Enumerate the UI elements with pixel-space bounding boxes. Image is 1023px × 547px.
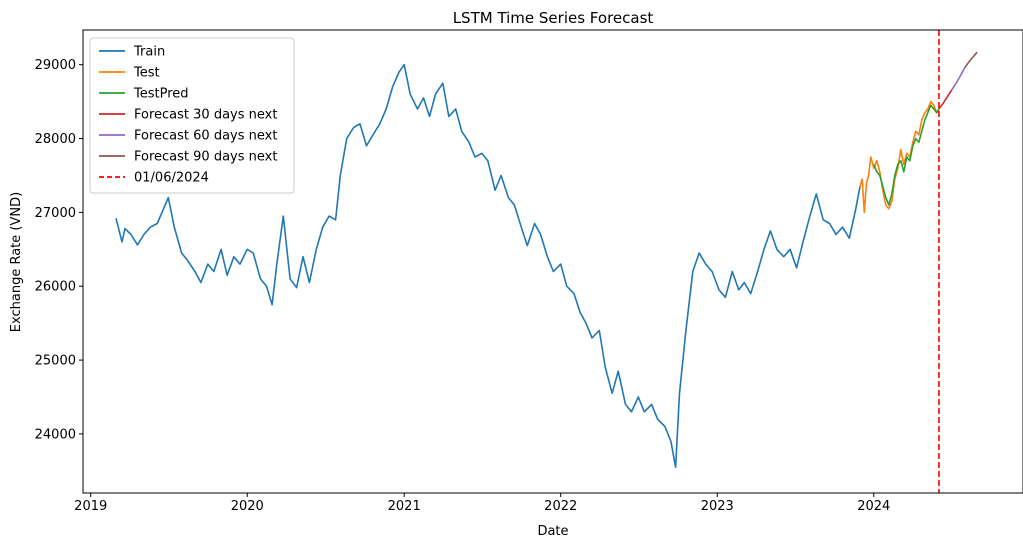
series-line-2	[873, 104, 940, 206]
series-layer	[115, 30, 978, 493]
series-line-0	[115, 63, 861, 469]
x-axis-label: Date	[537, 524, 568, 539]
y-tick-label-1: 25000	[35, 354, 76, 369]
x-axis: 2019 2020 2021 2022 2023 2024	[74, 493, 890, 514]
legend-box	[89, 37, 295, 194]
legend: Train Test TestPred Forecast 30 days next Fo…	[89, 37, 295, 194]
series-line-5	[964, 51, 978, 69]
x-tick-label-3: 2022	[544, 499, 577, 514]
y-axis: 24000 25000 26000 27000 28000 29000	[35, 58, 83, 442]
y-tick-label-4: 28000	[35, 132, 76, 147]
legend-label-0: Train	[133, 45, 165, 60]
chart-title: LSTM Time Series Forecast	[453, 9, 654, 27]
y-tick-label-3: 27000	[35, 206, 76, 221]
y-tick-label-0: 24000	[35, 427, 76, 442]
x-tick-label-1: 2020	[231, 499, 264, 514]
x-tick-label-2: 2021	[388, 499, 421, 514]
series-line-3	[938, 89, 953, 110]
y-tick-label-2: 26000	[35, 280, 76, 295]
plot-frame	[82, 29, 1023, 494]
series-line-4	[951, 67, 966, 91]
legend-label-1: Test	[133, 66, 160, 81]
x-tick-label-4: 2023	[701, 499, 734, 514]
legend-label-3: Forecast 30 days next	[134, 108, 277, 123]
legend-label-2: TestPred	[133, 87, 189, 102]
legend-label-6: 01/06/2024	[134, 171, 209, 186]
y-axis-label: Exchange Rate (VND)	[9, 192, 24, 332]
series-line-1	[859, 100, 940, 214]
legend-label-5: Forecast 90 days next	[134, 150, 277, 165]
legend-label-4: Forecast 60 days next	[134, 129, 277, 144]
y-tick-label-5: 29000	[35, 58, 76, 73]
x-tick-label-5: 2024	[857, 499, 890, 514]
x-tick-label-0: 2019	[74, 499, 107, 514]
